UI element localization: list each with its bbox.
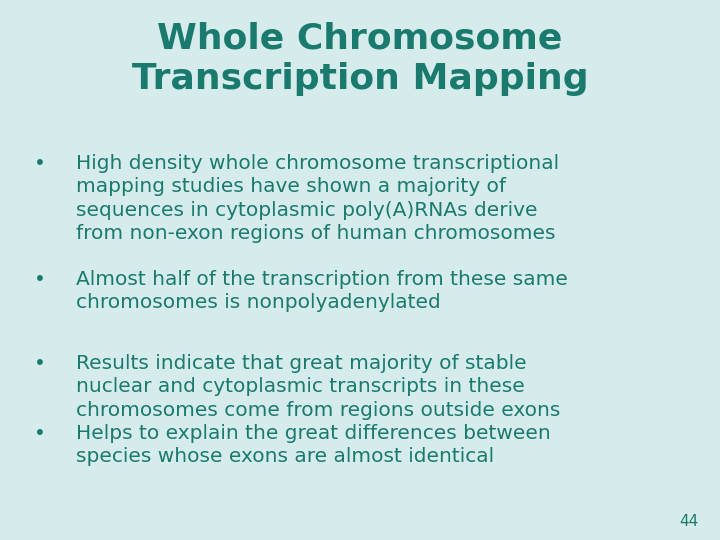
Text: 44: 44	[679, 514, 698, 529]
Text: Whole Chromosome
Transcription Mapping: Whole Chromosome Transcription Mapping	[132, 22, 588, 96]
Text: High density whole chromosome transcriptional
mapping studies have shown a major: High density whole chromosome transcript…	[76, 154, 559, 244]
Text: •: •	[34, 354, 45, 373]
Text: Helps to explain the great differences between
species whose exons are almost id: Helps to explain the great differences b…	[76, 424, 550, 467]
Text: •: •	[34, 424, 45, 443]
Text: Almost half of the transcription from these same
chromosomes is nonpolyadenylate: Almost half of the transcription from th…	[76, 270, 567, 313]
Text: •: •	[34, 154, 45, 173]
Text: •: •	[34, 270, 45, 289]
Text: Results indicate that great majority of stable
nuclear and cytoplasmic transcrip: Results indicate that great majority of …	[76, 354, 560, 420]
